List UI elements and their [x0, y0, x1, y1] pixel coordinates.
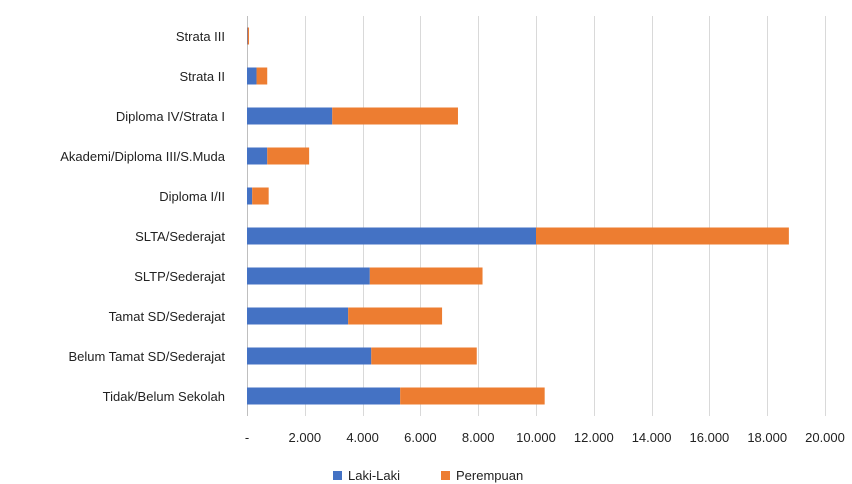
x-tick-label-2: 4.000 [346, 430, 379, 445]
category-label-5: SLTA/Sederajat [135, 229, 225, 244]
category-labels: Strata III Strata II Diploma IV/Strata I Ak… [60, 29, 226, 404]
legend-swatch-0 [333, 471, 342, 480]
bar-perempuan-3 [267, 147, 310, 165]
bar-laki-laki-7 [247, 307, 349, 325]
bar-perempuan-2 [332, 107, 458, 125]
category-label-4: Diploma I/II [159, 189, 225, 204]
x-tick-label-6: 12.000 [574, 430, 614, 445]
bar-laki-laki-3 [247, 147, 268, 165]
category-label-0: Strata III [176, 29, 225, 44]
bar-laki-laki-2 [247, 107, 333, 125]
x-tick-label-1: 2.000 [289, 430, 322, 445]
bar-perempuan-6 [369, 267, 483, 285]
x-tick-label-9: 18.000 [747, 430, 787, 445]
legend-label-0: Laki-Laki [348, 468, 400, 483]
bar-laki-laki-1 [247, 67, 257, 85]
category-label-3: Akademi/Diploma III/S.Muda [60, 149, 226, 164]
x-tick-label-5: 10.000 [516, 430, 556, 445]
legend-label-1: Perempuan [456, 468, 523, 483]
bar-perempuan-7 [348, 307, 443, 325]
bar-perempuan-5 [536, 227, 789, 245]
bar-perempuan-8 [371, 347, 477, 365]
x-tick-label-7: 14.000 [632, 430, 672, 445]
x-tick-label-10: 20.000 [805, 430, 845, 445]
bar-perempuan-1 [256, 67, 268, 85]
bar-perempuan-4 [252, 187, 269, 205]
bar-perempuan-0 [247, 27, 250, 45]
category-label-7: Tamat SD/Sederajat [109, 309, 226, 324]
category-label-9: Tidak/Belum Sekolah [103, 389, 225, 404]
legend-swatch-1 [441, 471, 450, 480]
bar-laki-laki-8 [247, 347, 372, 365]
x-tick-label-4: 8.000 [462, 430, 495, 445]
category-label-8: Belum Tamat SD/Sederajat [68, 349, 225, 364]
bar-perempuan-9 [400, 387, 545, 405]
gridlines [247, 16, 826, 416]
category-label-2: Diploma IV/Strata I [116, 109, 225, 124]
x-tick-label-0: - [245, 430, 249, 445]
x-tick-label-8: 16.000 [690, 430, 730, 445]
x-tick-label-3: 6.000 [404, 430, 437, 445]
bar-laki-laki-0 [247, 27, 248, 45]
x-tick-labels: - 2.000 4.000 6.000 8.000 10.000 12.000 14.000 1… [245, 430, 845, 445]
bar-laki-laki-9 [247, 387, 401, 405]
category-label-1: Strata II [179, 69, 225, 84]
bar-laki-laki-4 [247, 187, 253, 205]
bar-laki-laki-6 [247, 267, 370, 285]
category-label-6: SLTP/Sederajat [134, 269, 225, 284]
legend: Laki-Laki Perempuan [333, 468, 523, 483]
bars [247, 27, 789, 405]
bar-laki-laki-5 [247, 227, 536, 245]
